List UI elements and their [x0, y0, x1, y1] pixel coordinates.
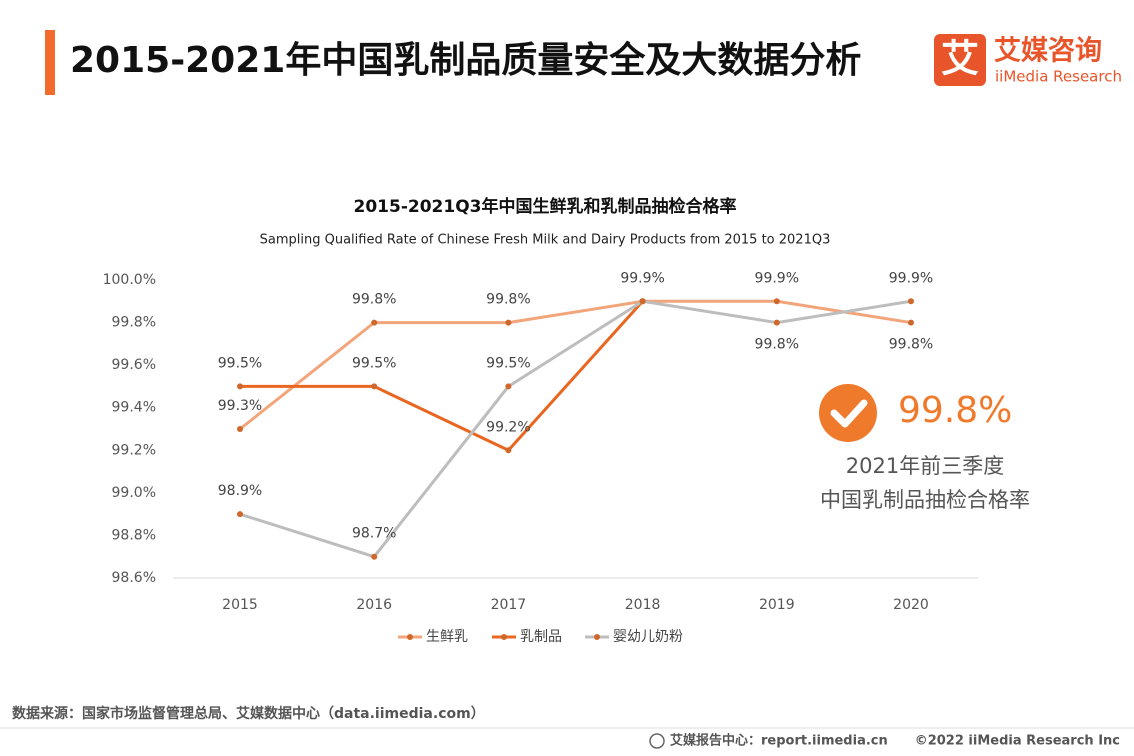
logo-name: 艾媒咨询	[994, 35, 1102, 67]
callout-line: 2021年前三季度	[846, 454, 1004, 478]
data-label: 99.3%	[218, 398, 262, 414]
data-label: 98.7%	[352, 526, 396, 542]
x-tick-label: 2017	[491, 597, 527, 613]
y-tick-label: 99.2%	[112, 442, 156, 458]
y-tick-label: 99.8%	[112, 315, 156, 331]
legend-dot	[407, 634, 413, 640]
x-tick-label: 2015	[222, 597, 258, 613]
data-point	[773, 298, 780, 305]
title-bar	[45, 30, 55, 95]
data-label: 99.5%	[486, 355, 530, 371]
y-tick-label: 99.6%	[112, 357, 156, 373]
logo-sub: iiMedia Research	[995, 68, 1122, 86]
data-point	[237, 511, 243, 518]
data-label: 99.5%	[352, 355, 396, 371]
source: 数据来源：国家市场监督管理总局、艾媒数据中心（data.iimedia.com）	[12, 705, 485, 722]
data-label: 98.9%	[218, 483, 262, 499]
data-point	[237, 426, 243, 432]
series-line	[239, 299, 912, 559]
y-tick-label: 99.0%	[112, 485, 156, 501]
legend-label: 乳制品	[520, 629, 562, 645]
data-label: 99.9%	[620, 270, 664, 286]
series-line	[239, 299, 912, 431]
data-label: 99.8%	[889, 337, 933, 353]
data-point	[639, 298, 646, 305]
y-tick-label: 98.6%	[112, 570, 156, 586]
data-point	[908, 298, 914, 305]
logo-icon: 艾	[941, 37, 979, 81]
data-label: 99.8%	[352, 292, 396, 308]
page-title: 2015-2021年中国乳制品质量安全及大数据分析	[70, 39, 861, 81]
check-mark	[830, 399, 868, 428]
data-point	[505, 447, 512, 454]
footer-copyright: ©2022 iiMedia Research Inc	[915, 734, 1120, 749]
logo-box	[934, 34, 986, 86]
check-icon	[819, 384, 877, 442]
data-point	[908, 319, 914, 326]
chart-title: 2015-2021Q3年中国生鲜乳和乳制品抽检合格率	[354, 196, 737, 217]
legend-label: 生鲜乳	[426, 629, 468, 645]
plot: 98.6% 98.8% 99.0% 99.2% 99.4% 99.6% 99.8% 100.0…	[103, 270, 978, 645]
x-tick-label: 2018	[625, 597, 661, 613]
legend-label: 婴幼儿奶粉	[613, 629, 683, 645]
data-point	[505, 319, 512, 326]
data-point	[773, 319, 780, 326]
callout-value: 99.8%	[898, 390, 1012, 431]
x-tick-label: 2016	[356, 597, 392, 613]
chart-subtitle: Sampling Qualified Rate of Chinese Fresh…	[260, 233, 831, 248]
legend-dot	[501, 634, 507, 640]
x-tick-label: 2020	[893, 597, 929, 613]
y-tick-label: 99.4%	[112, 400, 156, 416]
data-point	[371, 553, 378, 560]
callout-line: 中国乳制品抽检合格率	[820, 488, 1030, 512]
data-point	[505, 383, 512, 390]
data-point	[237, 383, 243, 390]
series-line	[240, 300, 644, 453]
data-point	[371, 319, 378, 326]
data-label: 99.8%	[755, 337, 799, 353]
globe-icon	[649, 733, 665, 749]
data-point	[371, 383, 378, 390]
data-label: 99.9%	[755, 270, 799, 286]
y-tick-label: 98.8%	[112, 527, 156, 543]
footer-report: 艾媒报告中心：report.iimedia.cn	[670, 733, 888, 749]
data-label: 99.8%	[486, 292, 530, 308]
legend-dot	[594, 634, 600, 640]
data-label: 99.9%	[889, 270, 933, 286]
x-tick-label: 2019	[759, 597, 795, 613]
data-label: 99.5%	[218, 355, 262, 371]
y-tick-label: 100.0%	[103, 272, 156, 288]
data-label: 99.2%	[486, 419, 530, 435]
